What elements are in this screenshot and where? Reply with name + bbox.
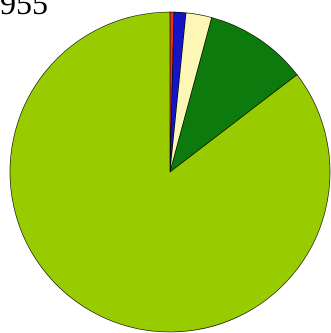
- pie-slices: [9, 11, 331, 333]
- chart-title: 955: [0, 0, 48, 21]
- pie-slice-5: [9, 11, 331, 333]
- pie-slice-4: [169, 17, 298, 173]
